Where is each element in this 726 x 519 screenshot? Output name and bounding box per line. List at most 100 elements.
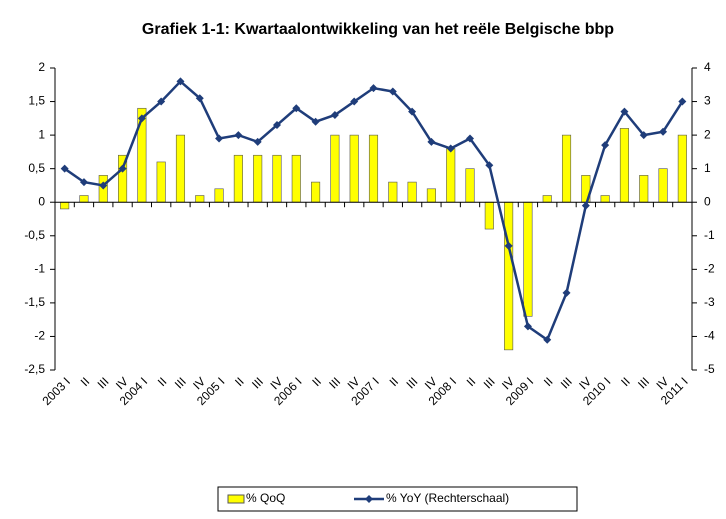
bar — [156, 161, 166, 203]
bar — [426, 188, 436, 203]
bar — [658, 168, 668, 203]
line — [63, 79, 684, 342]
bar — [523, 201, 533, 317]
marker — [446, 144, 455, 153]
y2-tick-label: -3 — [704, 295, 715, 309]
marker — [311, 117, 320, 126]
marker — [253, 137, 262, 146]
bar — [677, 134, 687, 203]
marker — [427, 137, 436, 146]
bar — [639, 175, 649, 203]
y-tick-label: -2 — [34, 329, 45, 343]
bar — [272, 154, 282, 203]
legend-box — [217, 486, 578, 512]
y2-tick-label: -4 — [704, 329, 715, 343]
bar — [79, 195, 89, 203]
legend-marker — [365, 495, 373, 503]
marker — [215, 134, 224, 143]
bar — [330, 134, 340, 203]
legend-swatch — [227, 494, 245, 504]
x-tick-label: II — [387, 374, 402, 389]
marker — [388, 87, 397, 96]
bar — [368, 134, 379, 203]
marker — [562, 288, 571, 297]
marker — [60, 164, 69, 173]
marker — [601, 141, 610, 150]
x-tick-label: III — [326, 374, 343, 391]
y-tick-label: -2,5 — [24, 362, 45, 376]
y2-tick-label: 0 — [704, 194, 711, 208]
bar — [484, 201, 494, 230]
y-tick-label: 0 — [38, 194, 45, 208]
y2-tick-label: 1 — [704, 161, 711, 175]
x-tick-label: III — [481, 374, 498, 391]
marker — [137, 114, 146, 123]
marker — [543, 335, 552, 344]
marker — [195, 94, 204, 103]
marker — [272, 121, 281, 130]
x-tick-label: II — [78, 374, 93, 389]
bar — [233, 154, 243, 203]
bar — [195, 195, 205, 203]
bar — [600, 195, 610, 203]
x-tick-label: II — [309, 374, 324, 389]
y2-tick-label: 3 — [704, 94, 711, 108]
bar — [465, 168, 475, 203]
marker — [118, 164, 127, 173]
bar — [253, 154, 263, 203]
marker — [466, 134, 475, 143]
bar — [137, 107, 147, 203]
marker — [523, 322, 532, 331]
x-tick-label: II — [232, 374, 247, 389]
marker — [504, 241, 513, 250]
legend-label: % QoQ — [246, 491, 285, 505]
x-tick-label: III — [249, 374, 266, 391]
marker — [581, 201, 590, 210]
marker — [369, 84, 378, 93]
y2-tick-label: -1 — [704, 228, 715, 242]
marker — [292, 104, 301, 113]
marker — [234, 131, 243, 140]
marker — [639, 131, 648, 140]
y2-tick-label: -2 — [704, 262, 715, 276]
x-tick-label: 2003 I — [40, 374, 73, 407]
bar — [214, 188, 224, 203]
bar — [542, 195, 552, 203]
y-tick-label: 1,5 — [28, 94, 45, 108]
chart-title: Grafiek 1-1: Kwartaalontwikkeling van he… — [142, 21, 614, 38]
marker — [678, 97, 687, 106]
bar — [561, 134, 572, 203]
marker — [659, 127, 668, 136]
x-tick-label: II — [464, 374, 479, 389]
y-tick-label: 1 — [38, 127, 45, 141]
y-tick-label: -1,5 — [24, 295, 45, 309]
bar — [504, 201, 514, 351]
bar — [407, 181, 417, 203]
marker — [330, 110, 339, 119]
legend-label: % YoY (Rechterschaal) — [386, 491, 509, 505]
x-tick-label: III — [558, 374, 575, 391]
marker — [485, 161, 494, 170]
x-tick-label: III — [95, 374, 112, 391]
y-tick-label: 2 — [38, 60, 45, 74]
x-tick-label: III — [635, 374, 652, 391]
x-tick-label: II — [155, 374, 170, 389]
bar — [446, 148, 456, 203]
bar — [175, 134, 186, 203]
y2-tick-label: 2 — [704, 127, 711, 141]
marker — [408, 107, 417, 116]
bar — [60, 201, 70, 210]
marker — [620, 107, 629, 116]
bar — [311, 181, 321, 203]
bar — [349, 134, 359, 203]
x-tick-label: III — [172, 374, 189, 391]
y-tick-label: -1 — [34, 262, 45, 276]
x-tick-label: II — [618, 374, 633, 389]
bar — [388, 181, 398, 203]
marker — [350, 97, 359, 106]
bar — [291, 154, 301, 203]
marker — [176, 77, 185, 86]
marker — [79, 178, 88, 187]
y-tick-label: -0,5 — [24, 228, 45, 242]
